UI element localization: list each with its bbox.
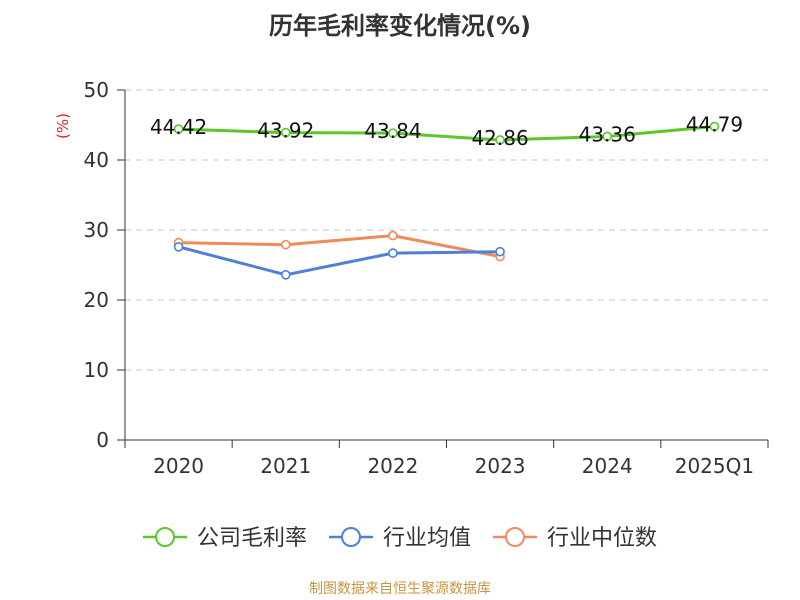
y-tick-label: 50 [84,78,109,102]
data-point[interactable] [388,248,398,258]
data-point[interactable] [173,242,184,252]
data-point[interactable] [280,127,291,138]
legend-marker [341,527,361,547]
x-tick-label: 2021 [260,454,311,478]
legend-item[interactable]: 行业中位数 [493,526,657,551]
grid-lines [125,89,768,371]
legend-item[interactable]: 公司毛利率 [143,526,307,551]
series-lines [173,121,720,280]
x-tick-label: 2022 [367,454,418,478]
series-line [177,245,502,277]
y-tick-label: 40 [84,148,109,172]
legend-marker [505,527,525,547]
data-point[interactable] [280,239,291,250]
data-point[interactable] [388,128,398,138]
axes: 0 10 20 30 40 50 2020 2021 2022 2023 2024 2025Q1 [84,78,769,478]
data-label: 44.42 [150,115,207,139]
y-axis-unit-label: (%) [54,113,72,139]
data-label: 42.86 [471,126,528,150]
legend-item[interactable]: 行业均值 [329,526,471,551]
data-point[interactable] [388,230,398,241]
y-tick-label: 0 [96,428,109,452]
series-line [177,125,716,142]
x-tick-label: 2025Q1 [675,454,754,478]
legend-label: 公司毛利率 [197,526,307,551]
data-point[interactable] [495,246,505,257]
data-label: 44.79 [686,112,743,136]
data-point[interactable] [602,131,613,142]
series-line [177,234,502,259]
x-tick-label: 2024 [582,454,633,478]
data-point[interactable] [280,269,291,280]
data-labels: 44.42 43.92 43.84 42.86 43.36 44.79 [150,112,743,150]
legend-marker [155,527,175,547]
x-tick-label: 2023 [475,454,526,478]
legend-label: 行业均值 [383,526,471,551]
data-point[interactable] [173,124,184,134]
y-tick-label: 30 [84,218,109,242]
data-point[interactable] [709,121,720,132]
data-label: 43.92 [257,119,314,143]
y-tick-label: 10 [84,358,109,382]
legend[interactable]: 公司毛利率 行业均值 行业中位数 [143,526,657,551]
data-label: 43.36 [579,122,636,146]
y-tick-label: 20 [84,288,109,312]
data-point[interactable] [495,135,505,145]
legend-label: 行业中位数 [547,526,657,551]
data-source-note: 制图数据来自恒生聚源数据库 [309,581,491,597]
chart-title: 历年毛利率变化情况(%) [269,12,531,40]
x-tick-label: 2020 [153,454,204,478]
data-label: 43.84 [364,119,421,143]
